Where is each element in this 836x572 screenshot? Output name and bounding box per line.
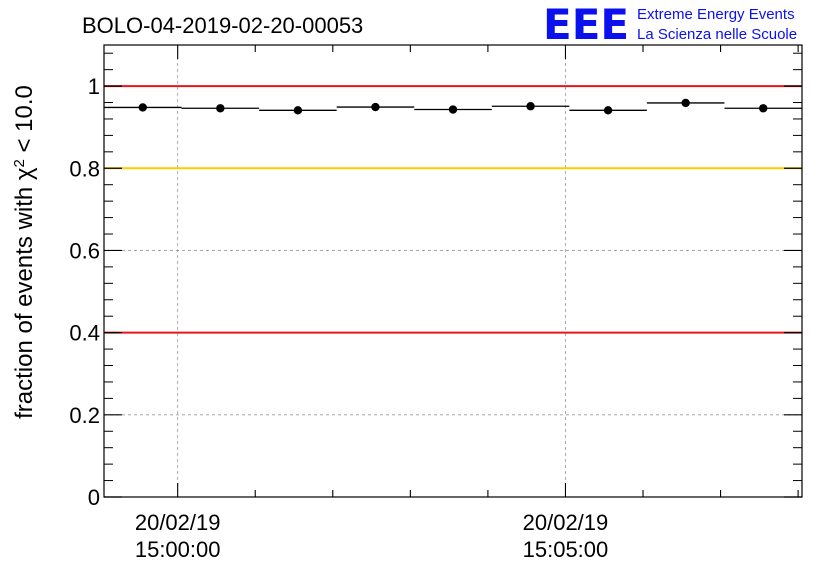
data-point	[138, 103, 147, 112]
y-tick-label: 1	[88, 74, 100, 99]
y-tick-label: 0.2	[69, 403, 100, 428]
eee-logo-mark: EEE	[543, 0, 629, 49]
data-point	[526, 102, 535, 111]
data-point	[681, 98, 690, 108]
y-tick-label: 0	[88, 485, 100, 510]
data-series	[104, 98, 802, 115]
x-tick-label-date: 20/02/19	[523, 510, 609, 535]
data-point	[603, 106, 613, 115]
y-tick-labels: 0 0.2 0.4 0.6 0.8 1	[69, 74, 100, 510]
y-tick-label: 0.6	[69, 238, 100, 263]
data-point	[293, 106, 303, 115]
reference-lines	[104, 85, 802, 334]
data-point	[759, 104, 768, 113]
x-tick-label-date: 20/02/19	[135, 510, 221, 535]
logo-line-1: Extreme Energy Events	[637, 6, 795, 23]
x-tick-label-time: 15:05:00	[523, 537, 609, 562]
y-axis-label: fraction of events with χ2 < 10.0	[11, 85, 39, 419]
data-point	[216, 104, 225, 113]
data-point	[371, 102, 380, 112]
axis-ticks	[104, 45, 802, 498]
x-tick-label-time: 15:00:00	[135, 537, 221, 562]
y-tick-label: 0.4	[69, 321, 100, 346]
chart-title: BOLO-04-2019-02-20-00053	[82, 13, 363, 38]
y-tick-label: 0.8	[69, 156, 100, 181]
logo-line-2: La Scienza nelle Scuole	[637, 26, 797, 43]
data-point	[448, 105, 458, 114]
plot-frame	[103, 44, 803, 498]
